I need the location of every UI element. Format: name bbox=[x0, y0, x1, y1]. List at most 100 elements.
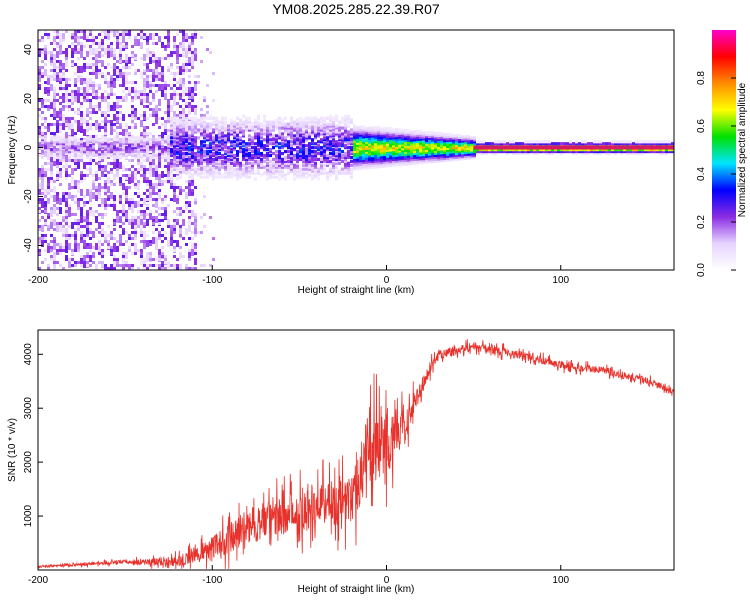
spectrogram-cell bbox=[191, 159, 194, 163]
spectrogram-cell bbox=[365, 133, 368, 137]
spectrogram-cell bbox=[164, 45, 167, 48]
spectrogram-cell bbox=[77, 57, 80, 60]
spectrogram-cell bbox=[239, 148, 242, 152]
spectrogram-cell bbox=[254, 128, 257, 132]
spectrogram-cell bbox=[260, 157, 263, 162]
spectrogram-cell bbox=[404, 156, 407, 160]
spectrogram-cell bbox=[467, 140, 470, 145]
spectrogram-x-tick-label: 100 bbox=[552, 275, 569, 286]
spectrogram-cell bbox=[182, 120, 185, 124]
spectrogram-cell bbox=[200, 114, 203, 117]
spectrogram-cell bbox=[101, 153, 104, 158]
spectrogram-cell bbox=[413, 153, 416, 158]
spectrogram-cell bbox=[74, 228, 77, 231]
spectrogram-cell bbox=[227, 169, 230, 173]
spectrogram-cell bbox=[164, 132, 167, 135]
spectrogram-cell bbox=[275, 161, 278, 165]
spectrogram-cell bbox=[173, 165, 176, 169]
spectrogram-cell bbox=[446, 138, 449, 143]
spectrogram-cell bbox=[128, 93, 131, 96]
spectrogram-cell bbox=[47, 216, 50, 219]
spectrogram-cell bbox=[164, 216, 167, 219]
spectrogram-cell bbox=[233, 140, 236, 144]
spectrogram-cell bbox=[92, 192, 95, 199]
spectrogram-cell bbox=[338, 126, 341, 130]
spectrogram-cell bbox=[437, 153, 440, 157]
spectrogram-cell bbox=[125, 81, 128, 84]
spectrogram-cell bbox=[371, 128, 374, 132]
spectrogram-cell bbox=[44, 153, 47, 158]
spectrogram-cell bbox=[557, 148, 560, 152]
spectrogram-cell bbox=[278, 151, 281, 156]
spectrogram-cell bbox=[62, 219, 65, 222]
spectrogram-cell bbox=[314, 146, 317, 150]
spectrogram-cell bbox=[170, 231, 173, 238]
spectrogram-cell bbox=[347, 171, 350, 175]
spectrogram-cell bbox=[437, 145, 440, 149]
spectrogram-cell bbox=[263, 171, 266, 175]
spectrogram-cell bbox=[173, 126, 176, 130]
spectrogram-cell bbox=[332, 167, 335, 171]
spectrogram-cell bbox=[437, 139, 440, 143]
spectrogram-cell bbox=[173, 174, 176, 177]
spectrogram-cell bbox=[443, 158, 446, 162]
spectrogram-cell bbox=[122, 192, 125, 195]
spectrogram-cell bbox=[41, 177, 44, 184]
spectrogram-cell bbox=[416, 161, 419, 165]
spectrogram-cell bbox=[395, 130, 398, 134]
spectrogram-cell bbox=[158, 146, 161, 150]
spectrogram-cell bbox=[62, 87, 65, 90]
spectrogram-cell bbox=[476, 142, 479, 146]
spectrogram-cell bbox=[473, 136, 476, 140]
spectrogram-cell bbox=[428, 136, 431, 140]
spectrogram-cell bbox=[104, 138, 107, 142]
spectrogram-cell bbox=[170, 153, 173, 158]
spectrogram-cell bbox=[284, 157, 287, 162]
spectrogram-cell bbox=[77, 189, 80, 192]
spectrogram-cell bbox=[164, 149, 167, 154]
spectrogram-cell bbox=[53, 186, 56, 193]
spectrogram-cell bbox=[344, 146, 347, 150]
spectrogram-cell bbox=[206, 144, 209, 148]
spectrogram-cell bbox=[206, 153, 209, 158]
spectrogram-cell bbox=[173, 210, 176, 213]
spectrogram-cell bbox=[476, 149, 479, 154]
spectrogram-cell bbox=[209, 142, 212, 146]
spectrogram-cell bbox=[335, 146, 338, 150]
spectrogram-cell bbox=[113, 57, 116, 60]
spectrogram-cell bbox=[395, 135, 398, 140]
spectrogram-cell bbox=[308, 134, 311, 138]
spectrogram-cell bbox=[185, 117, 188, 120]
spectrogram-cell bbox=[281, 136, 284, 140]
spectrogram-cell bbox=[332, 149, 335, 154]
spectrogram-cell bbox=[248, 128, 251, 132]
spectrogram-cell bbox=[605, 142, 608, 146]
spectrogram-cell bbox=[170, 118, 173, 122]
spectrogram-cell bbox=[407, 160, 410, 164]
spectrogram-cell bbox=[248, 126, 251, 130]
spectrogram-cell bbox=[176, 114, 179, 117]
spectrogram-cell bbox=[443, 133, 446, 137]
spectrogram-cell bbox=[350, 134, 353, 138]
spectrogram-cell bbox=[164, 210, 167, 213]
spectrogram-cell bbox=[146, 151, 149, 156]
spectrogram-cell bbox=[236, 116, 239, 120]
spectrogram-cell bbox=[272, 175, 275, 179]
spectrogram-cell bbox=[293, 138, 296, 142]
spectrogram-cell bbox=[434, 145, 437, 150]
spectrogram-cell bbox=[350, 130, 353, 134]
spectrogram-cell bbox=[587, 149, 590, 154]
spectrogram-cell bbox=[68, 151, 71, 156]
spectrogram-cell bbox=[89, 87, 92, 90]
spectrogram-cell bbox=[398, 163, 401, 167]
spectrogram-cell bbox=[215, 118, 218, 122]
spectrogram-cell bbox=[188, 175, 191, 179]
spectrogram-cell bbox=[512, 148, 515, 152]
spectrogram-cell bbox=[74, 148, 77, 152]
spectrogram-cell bbox=[170, 130, 173, 134]
spectrogram-cell bbox=[584, 142, 587, 146]
spectrogram-cell bbox=[167, 165, 170, 172]
spectrogram-cell bbox=[140, 36, 143, 39]
spectrogram-cell bbox=[68, 99, 71, 102]
spectrogram-cell bbox=[44, 149, 47, 154]
